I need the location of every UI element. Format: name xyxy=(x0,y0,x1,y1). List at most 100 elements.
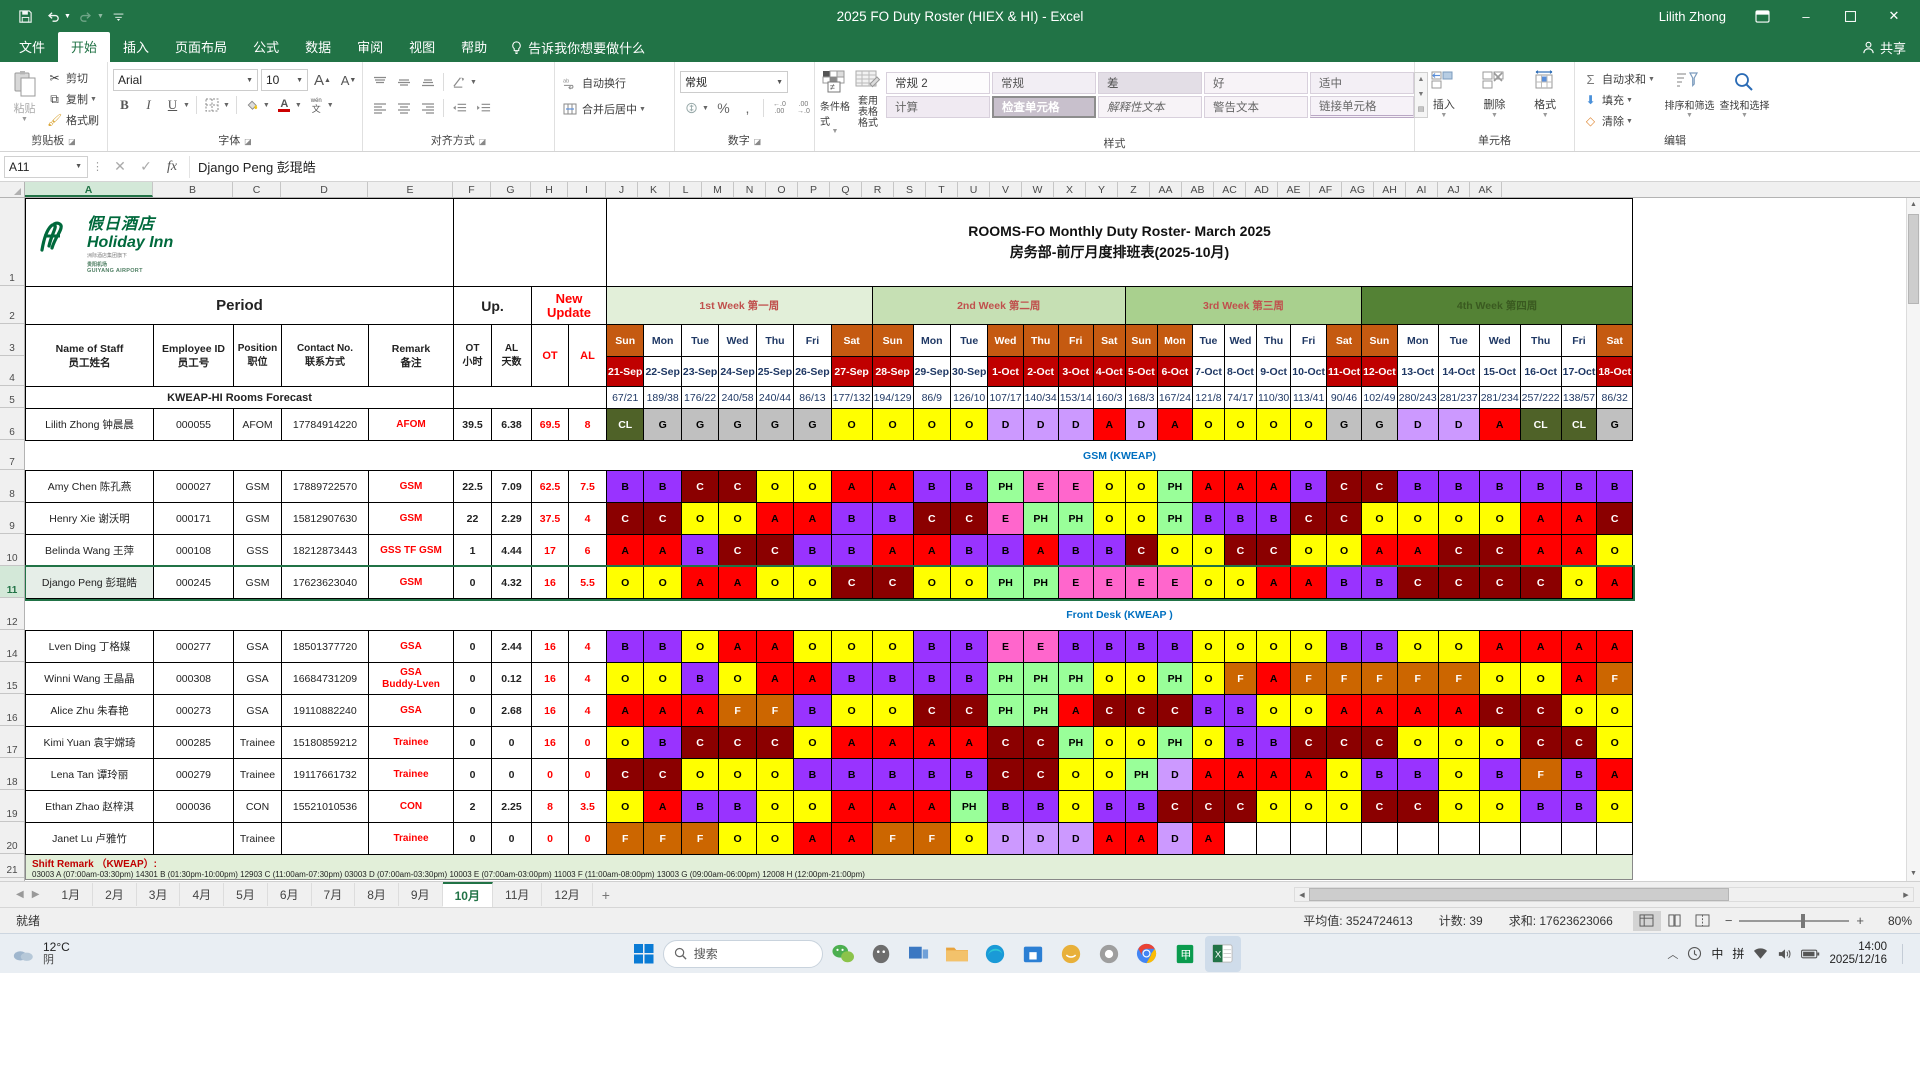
sort-filter-button[interactable]: 排序和筛选 ▼ xyxy=(1664,69,1715,119)
hscroll-right-icon[interactable]: ▶ xyxy=(1903,891,1909,899)
zoom-level-label[interactable]: 80% xyxy=(1887,913,1912,928)
ot-red[interactable]: 37.5 xyxy=(531,502,569,535)
merge-dropdown-icon[interactable]: ▼ xyxy=(639,105,646,113)
shift-cell[interactable]: O xyxy=(949,822,989,855)
name-box-dropdown-icon[interactable]: ▼ xyxy=(75,163,82,170)
al-red[interactable]: 4 xyxy=(568,662,607,695)
forecast-23[interactable]: 280/243 xyxy=(1396,386,1439,409)
contact-no[interactable]: 18212873443 xyxy=(281,534,369,567)
shift-cell[interactable]: O xyxy=(830,694,873,727)
shift-cell[interactable]: O xyxy=(1325,534,1363,567)
contact-no[interactable]: 16684731209 xyxy=(281,662,369,695)
shift-cell[interactable]: O xyxy=(1596,790,1634,823)
clear-button[interactable]: ◇ 清除 ▼ xyxy=(1580,111,1660,131)
row-header-10[interactable]: 10 xyxy=(0,534,24,566)
horizontal-scroll-thumb[interactable] xyxy=(1309,888,1729,901)
shift-cell[interactable]: PH xyxy=(987,694,1024,727)
shift-cell[interactable]: B xyxy=(1596,470,1634,503)
shift-cell[interactable]: D xyxy=(1022,822,1059,855)
shift-cell[interactable]: A xyxy=(912,790,952,823)
shift-cell[interactable]: B xyxy=(1022,790,1059,823)
shift-cell[interactable]: E xyxy=(987,630,1024,663)
forecast-8[interactable]: 194/129 xyxy=(871,386,914,409)
day-name-25[interactable]: Wed xyxy=(1478,324,1521,357)
shift-cell[interactable]: A xyxy=(1361,694,1398,727)
forecast-19[interactable]: 110/30 xyxy=(1255,386,1292,409)
employee-id[interactable]: 000171 xyxy=(153,502,234,535)
shift-cell[interactable]: O xyxy=(1478,502,1521,535)
forecast-4[interactable]: 240/58 xyxy=(718,386,757,409)
shift-cell[interactable]: O xyxy=(1092,758,1126,791)
sheet-tab-3月[interactable]: 3月 xyxy=(137,883,181,906)
spacer-cell[interactable] xyxy=(453,198,607,287)
date-20[interactable]: 10-Oct xyxy=(1290,356,1327,387)
sheet-tab-4月[interactable]: 4月 xyxy=(180,883,225,906)
redo-icon[interactable] xyxy=(73,4,99,28)
format-as-table-button[interactable]: 套用 表格格式 xyxy=(854,68,882,129)
staff-name[interactable]: Belinda Wang 王萍 xyxy=(25,534,154,567)
sheet-cells-area[interactable]: 假日酒店 Holiday Inn 洲际酒店集团旗下 贵阳机场 GUIYANG AIRPO… xyxy=(25,198,1920,881)
paste-button[interactable]: 粘贴 ▼ xyxy=(5,68,44,123)
sheet-tab-12月[interactable]: 12月 xyxy=(542,883,593,906)
sheet-nav-prev-icon[interactable]: ◀ xyxy=(16,889,24,900)
shift-cell[interactable]: C xyxy=(1519,694,1562,727)
shift-cell[interactable]: A xyxy=(1156,408,1193,441)
day-name-20[interactable]: Fri xyxy=(1290,324,1327,357)
employee-id[interactable]: 000108 xyxy=(153,534,234,567)
battery-icon[interactable] xyxy=(1801,948,1820,960)
shift-cell[interactable]: C xyxy=(1361,790,1398,823)
date-2[interactable]: 22-Sep xyxy=(643,356,682,387)
ot-red[interactable]: 62.5 xyxy=(531,470,569,503)
vertical-scrollbar[interactable]: ▲ ▼ xyxy=(1906,198,1920,881)
clipboard-dialog-launcher[interactable]: ◪ xyxy=(68,137,76,146)
shift-cell[interactable]: O xyxy=(1290,630,1327,663)
copy-button[interactable]: ⧉ 复制 ▼ xyxy=(44,89,102,109)
shift-cell[interactable]: C xyxy=(1361,470,1398,503)
shift-cell[interactable]: F xyxy=(1437,662,1480,695)
shift-cell[interactable]: D xyxy=(1156,758,1193,791)
shift-cell[interactable]: PH xyxy=(987,662,1024,695)
remark[interactable]: GSM xyxy=(368,566,454,599)
shift-cell[interactable]: O xyxy=(680,502,720,535)
minimize-button[interactable]: – xyxy=(1802,8,1810,24)
row-header-17[interactable]: 17 xyxy=(0,726,24,758)
date-11[interactable]: 1-Oct xyxy=(987,356,1024,387)
undo-icon[interactable] xyxy=(40,4,66,28)
shift-cell[interactable]: C xyxy=(987,758,1024,791)
shift-cell[interactable]: O xyxy=(1255,694,1292,727)
shift-cell[interactable]: A xyxy=(755,630,795,663)
al-days[interactable]: 0.12 xyxy=(491,662,532,695)
contact-no[interactable]: 15521010536 xyxy=(281,790,369,823)
shift-cell[interactable]: O xyxy=(1596,726,1634,759)
contact-no[interactable]: 19110882240 xyxy=(281,694,369,727)
phonetic-guide-button[interactable]: wén 文 xyxy=(310,98,322,114)
formula-bar-grip[interactable]: ⋮ xyxy=(92,161,103,173)
h-ot2[interactable]: OT xyxy=(531,324,569,387)
shift-cell[interactable]: O xyxy=(1092,726,1126,759)
shift-cell[interactable]: CL xyxy=(605,408,645,441)
day-name-6[interactable]: Fri xyxy=(793,324,832,357)
staff-name[interactable]: Amy Chen 陈孔燕 xyxy=(25,470,154,503)
shift-cell[interactable]: B xyxy=(793,758,832,791)
user-account-name[interactable]: Lilith Zhong xyxy=(1658,8,1726,24)
scroll-down-icon[interactable]: ▼ xyxy=(1910,870,1917,877)
row-header-19[interactable]: 19 xyxy=(0,790,24,822)
shift-cell[interactable]: PH xyxy=(1022,566,1059,599)
date-9[interactable]: 29-Sep xyxy=(912,356,952,387)
shift-cell[interactable]: B xyxy=(1396,758,1439,791)
page-break-view-button[interactable] xyxy=(1689,911,1717,931)
date-6[interactable]: 26-Sep xyxy=(793,356,832,387)
name-box[interactable]: A11 ▼ xyxy=(4,155,88,178)
column-header-J[interactable]: J xyxy=(606,182,638,197)
clear-dropdown-icon[interactable]: ▼ xyxy=(1626,117,1633,125)
taskbar-app-gray-icon[interactable] xyxy=(1091,936,1127,972)
shift-cell[interactable]: A xyxy=(1325,694,1363,727)
cell-style-bad[interactable]: 差 xyxy=(1098,72,1202,94)
shift-cell[interactable]: C xyxy=(1022,726,1059,759)
sheet-tab-9月[interactable]: 9月 xyxy=(399,883,443,906)
shift-cell[interactable]: C xyxy=(912,694,952,727)
quick-access-toolbar[interactable]: ▼ ▼ xyxy=(0,4,132,28)
shift-cell[interactable]: C xyxy=(718,726,757,759)
shift-cell[interactable]: C xyxy=(871,566,914,599)
tray-update-icon[interactable] xyxy=(1687,946,1702,961)
